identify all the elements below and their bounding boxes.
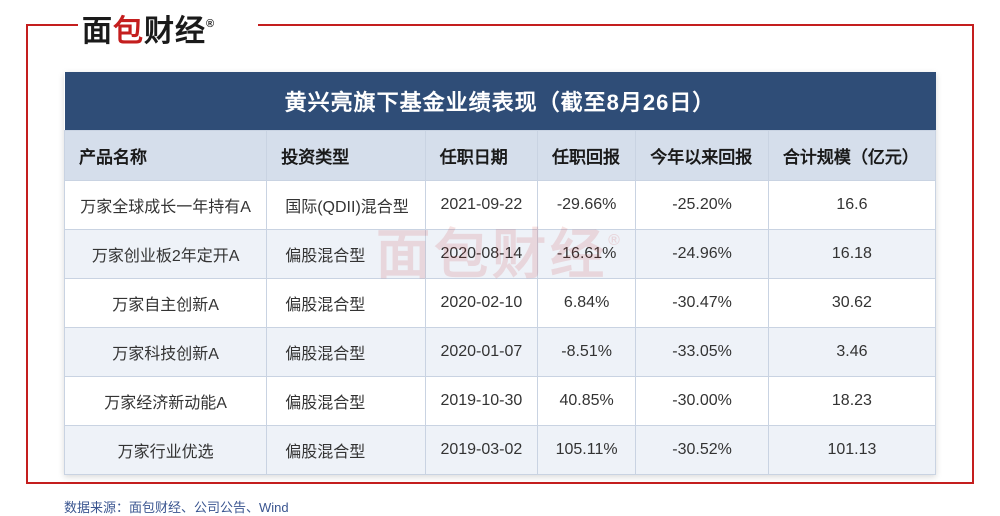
cell-return: 105.11% — [538, 426, 636, 475]
cell-ytd: -30.47% — [636, 279, 769, 328]
table-row: 万家行业优选 偏股混合型 2019-03-02 105.11% -30.52% … — [65, 426, 936, 475]
brand-logo: 面包财经® — [82, 6, 215, 50]
cell-type: 国际(QDII)混合型 — [267, 181, 426, 230]
cell-return: -16.61% — [538, 230, 636, 279]
cell-return: 40.85% — [538, 377, 636, 426]
cell-aum: 30.62 — [768, 279, 935, 328]
cell-type: 偏股混合型 — [267, 426, 426, 475]
cell-aum: 18.23 — [768, 377, 935, 426]
logo-part2: 包 — [113, 15, 144, 48]
cell-product: 万家自主创新A — [65, 279, 267, 328]
cell-product: 万家经济新动能A — [65, 377, 267, 426]
table-title-row: 黄兴亮旗下基金业绩表现（截至8月26日） — [65, 72, 936, 131]
cell-product: 万家创业板2年定开A — [65, 230, 267, 279]
cell-date: 2019-10-30 — [425, 377, 537, 426]
cell-ytd: -30.00% — [636, 377, 769, 426]
cell-product: 万家科技创新A — [65, 328, 267, 377]
cell-type: 偏股混合型 — [267, 328, 426, 377]
cell-type: 偏股混合型 — [267, 377, 426, 426]
cell-type: 偏股混合型 — [267, 279, 426, 328]
cell-aum: 101.13 — [768, 426, 935, 475]
logo-part1: 面 — [82, 15, 113, 48]
cell-ytd: -30.52% — [636, 426, 769, 475]
cell-aum: 16.6 — [768, 181, 935, 230]
table-row: 万家全球成长一年持有A 国际(QDII)混合型 2021-09-22 -29.6… — [65, 181, 936, 230]
cell-ytd: -24.96% — [636, 230, 769, 279]
table-header-row: 产品名称 投资类型 任职日期 任职回报 今年以来回报 合计规模（亿元） — [65, 131, 936, 181]
cell-product: 万家全球成长一年持有A — [65, 181, 267, 230]
outer-frame: 面包财经® 黄兴亮旗下基金业绩表现（截至8月26日） 产品名称 投资类型 任职日… — [26, 24, 974, 484]
logo-part3: 财经 — [144, 15, 206, 48]
cell-aum: 3.46 — [768, 328, 935, 377]
table-row: 万家创业板2年定开A 偏股混合型 2020-08-14 -16.61% -24.… — [65, 230, 936, 279]
table-row: 万家自主创新A 偏股混合型 2020-02-10 6.84% -30.47% 3… — [65, 279, 936, 328]
cell-return: -8.51% — [538, 328, 636, 377]
cell-type: 偏股混合型 — [267, 230, 426, 279]
cell-date: 2021-09-22 — [425, 181, 537, 230]
fund-performance-table: 黄兴亮旗下基金业绩表现（截至8月26日） 产品名称 投资类型 任职日期 任职回报… — [64, 72, 936, 475]
table-row: 万家科技创新A 偏股混合型 2020-01-07 -8.51% -33.05% … — [65, 328, 936, 377]
col-header-type: 投资类型 — [267, 131, 426, 181]
cell-ytd: -33.05% — [636, 328, 769, 377]
col-header-date: 任职日期 — [425, 131, 537, 181]
table-container: 黄兴亮旗下基金业绩表现（截至8月26日） 产品名称 投资类型 任职日期 任职回报… — [28, 26, 972, 487]
cell-date: 2020-01-07 — [425, 328, 537, 377]
cell-aum: 16.18 — [768, 230, 935, 279]
col-header-product: 产品名称 — [65, 131, 267, 181]
trademark-icon: ® — [206, 18, 215, 30]
col-header-ytd: 今年以来回报 — [636, 131, 769, 181]
cell-product: 万家行业优选 — [65, 426, 267, 475]
col-header-return: 任职回报 — [538, 131, 636, 181]
table-row: 万家经济新动能A 偏股混合型 2019-10-30 40.85% -30.00%… — [65, 377, 936, 426]
cell-return: -29.66% — [538, 181, 636, 230]
cell-date: 2020-08-14 — [425, 230, 537, 279]
data-source-note: 数据来源：面包财经、公司公告、Wind — [28, 487, 972, 516]
table-title: 黄兴亮旗下基金业绩表现（截至8月26日） — [65, 72, 936, 131]
cell-ytd: -25.20% — [636, 181, 769, 230]
cell-return: 6.84% — [538, 279, 636, 328]
cell-date: 2020-02-10 — [425, 279, 537, 328]
col-header-aum: 合计规模（亿元） — [768, 131, 935, 181]
cell-date: 2019-03-02 — [425, 426, 537, 475]
